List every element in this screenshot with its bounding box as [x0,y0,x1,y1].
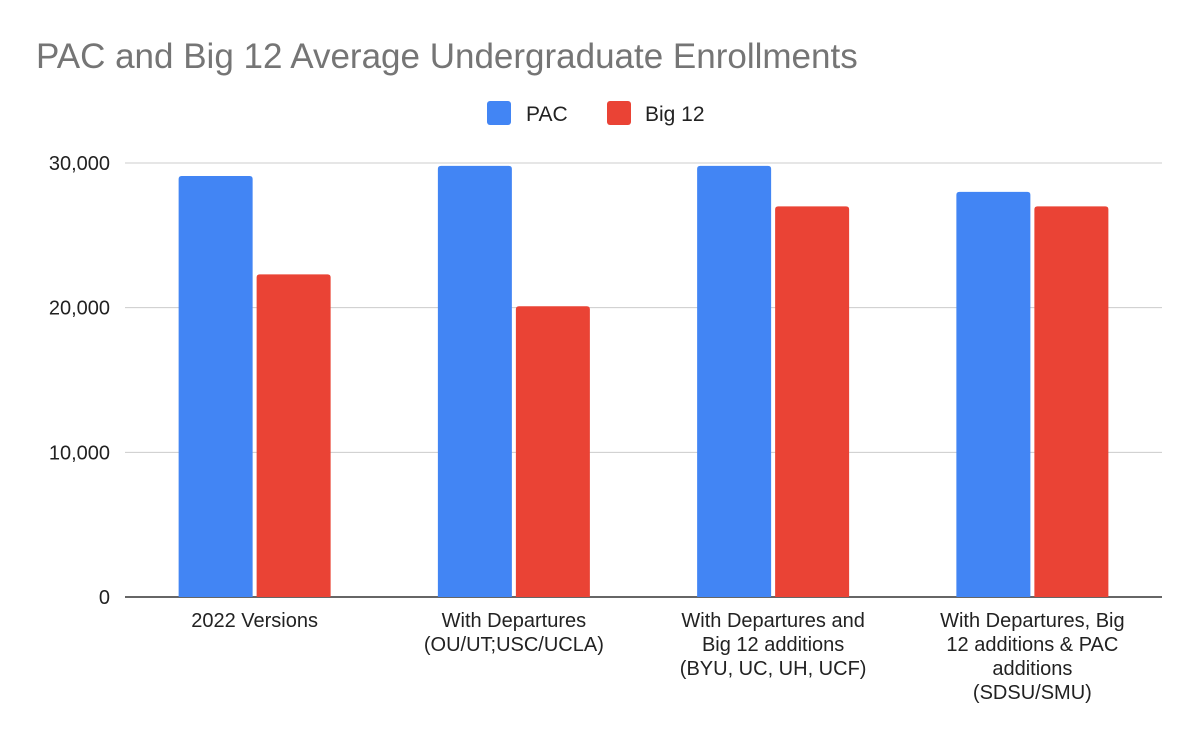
x-category-label: With Departures (OU/UT;USC/UCLA) [424,610,604,656]
x-category-label-line: With Departures, Big [940,610,1125,632]
bar-big-12 [515,306,590,597]
bar-pac [956,191,1031,597]
x-category-label-line: With Departures and [681,610,864,632]
legend-label: Big 12 [645,103,705,126]
bar-big-12 [775,206,850,597]
bar-big-12 [256,274,331,597]
x-category-label: With Departures and Big 12 additions (BYU,… [680,610,867,680]
legend-label: PAC [526,103,568,126]
x-category-label-line: (BYU, UC, UH, UCF) [680,658,867,680]
x-category-label-line: 2022 Versions [191,610,318,632]
x-category-label-line: Big 12 additions [702,634,844,656]
y-tick-label: 30,000 [49,153,110,175]
chart-title: PAC and Big 12 Average Undergraduate Enr… [36,37,858,76]
y-tick-label: 10,000 [49,442,110,464]
bar-pac [697,165,772,598]
bar-pac [437,165,512,598]
x-category-label: 2022 Versions [191,610,318,632]
legend: PAC Big 12 [487,101,705,126]
x-category-label-line: additions [992,658,1072,680]
legend-swatch-pac [487,101,511,125]
x-category-label-line: (OU/UT;USC/UCLA) [424,634,604,656]
y-tick-label: 0 [99,587,110,609]
bars [178,165,1109,598]
bar-pac [178,176,253,597]
y-tick-label: 20,000 [49,298,110,320]
y-axis-ticks: 0 10,000 20,000 30,000 [49,153,110,609]
x-axis-categories: 2022 Versions With Departures (OU/UT;USC/U… [191,610,1124,704]
x-category-label-line: With Departures [442,610,587,632]
x-category-label-line: 12 additions & PAC [946,634,1118,656]
x-category-label-line: (SDSU/SMU) [973,682,1092,704]
legend-swatch-big-12 [607,101,631,125]
x-category-label: With Departures, Big 12 additions & PAC ad… [940,610,1125,704]
bar-big-12 [1034,206,1109,597]
